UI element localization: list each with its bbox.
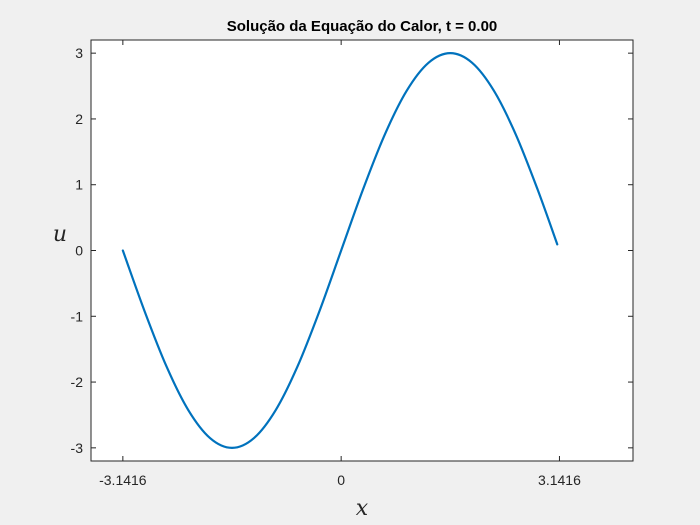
x-axis-label: x — [356, 496, 369, 521]
y-tick-label: 2 — [75, 111, 83, 127]
series-layer — [121, 52, 559, 449]
x-tick-label: 3.1416 — [538, 472, 581, 488]
y-tick-label: 3 — [75, 45, 83, 61]
y-axis-label: u — [53, 222, 67, 247]
y-tick-label: 0 — [75, 243, 83, 259]
y-tick-label: -1 — [71, 308, 84, 324]
ticks-layer: -3.1416 0 3.1416 3 2 1 0 -1 -2 -3 — [71, 40, 633, 488]
plot-area — [91, 40, 633, 461]
series-line — [121, 52, 559, 449]
y-tick-label: 1 — [75, 177, 83, 193]
x-tick-label: 0 — [337, 472, 345, 488]
y-tick-label: -2 — [71, 374, 84, 390]
x-tick-label: -3.1416 — [99, 472, 147, 488]
y-tick-label: -3 — [71, 440, 84, 456]
chart-title: Solução da Equação do Calor, t = 0.00 — [227, 18, 498, 35]
axes-box — [90, 39, 634, 462]
